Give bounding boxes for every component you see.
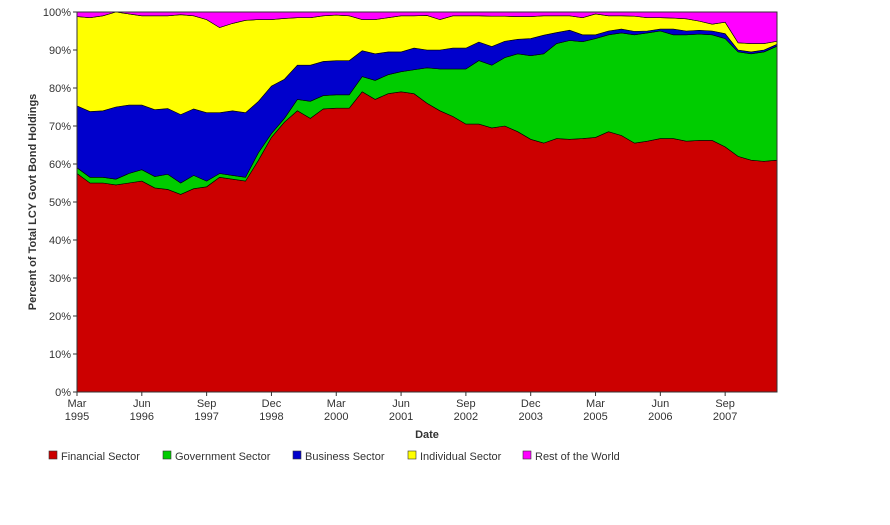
x-tick-label: Sep [456, 398, 476, 410]
x-axis: Mar1995Jun1996Sep1997Dec1998Mar2000Jun20… [65, 392, 737, 423]
y-tick-label: 90% [49, 45, 71, 57]
x-tick-label: Sep [197, 398, 217, 410]
x-tick-label: 2000 [324, 411, 348, 423]
x-tick-label: Jun [392, 398, 410, 410]
legend-label-business-sector: Business Sector [305, 451, 385, 463]
legend-swatch-rest-of-the-world [522, 450, 532, 460]
y-tick-label: 70% [49, 121, 71, 133]
legend-label-individual-sector: Individual Sector [420, 451, 502, 463]
y-tick-label: 20% [49, 311, 71, 323]
legend-label-rest-of-the-world: Rest of the World [535, 451, 620, 463]
x-tick-label: Jun [651, 398, 669, 410]
x-axis-title: Date [415, 429, 439, 441]
x-tick-label: 1996 [130, 411, 154, 423]
x-tick-label: 1995 [65, 411, 89, 423]
x-tick-label: Dec [262, 398, 282, 410]
y-tick-label: 10% [49, 349, 71, 361]
x-tick-label: Mar [68, 398, 87, 410]
x-tick-label: Dec [521, 398, 541, 410]
y-tick-label: 100% [43, 7, 71, 19]
area-series-group [76, 11, 778, 393]
x-tick-label: 2007 [713, 411, 737, 423]
x-tick-label: 1998 [259, 411, 283, 423]
y-tick-label: 50% [49, 197, 71, 209]
x-tick-label: 2003 [518, 411, 542, 423]
y-tick-label: 0% [55, 387, 71, 399]
legend-swatch-business-sector [292, 450, 302, 460]
y-tick-label: 30% [49, 273, 71, 285]
y-tick-label: 60% [49, 159, 71, 171]
x-tick-label: 2005 [583, 411, 607, 423]
x-tick-label: Mar [327, 398, 346, 410]
x-tick-label: 1997 [194, 411, 218, 423]
y-tick-label: 80% [49, 83, 71, 95]
x-tick-label: Sep [715, 398, 735, 410]
legend-swatch-individual-sector [407, 450, 417, 460]
legend: Financial Sector Government Sector Busines… [48, 450, 620, 463]
x-tick-label: Jun [133, 398, 151, 410]
x-tick-label: 2006 [648, 411, 672, 423]
x-tick-label: Mar [586, 398, 605, 410]
x-tick-label: 2002 [454, 411, 478, 423]
legend-swatch-government-sector [162, 450, 172, 460]
legend-label-government-sector: Government Sector [175, 451, 271, 463]
y-tick-label: 40% [49, 235, 71, 247]
legend-swatch-financial-sector [48, 450, 58, 460]
plot-frame [76, 11, 778, 393]
y-axis-title: Percent of Total LCY Govt Bond Holdings [27, 94, 39, 311]
legend-label-financial-sector: Financial Sector [61, 451, 140, 463]
x-tick-label: 2001 [389, 411, 413, 423]
y-axis: 0% 10% 20% 30% 40% 50% 60% 70% 80% 90% 100% [43, 7, 77, 399]
